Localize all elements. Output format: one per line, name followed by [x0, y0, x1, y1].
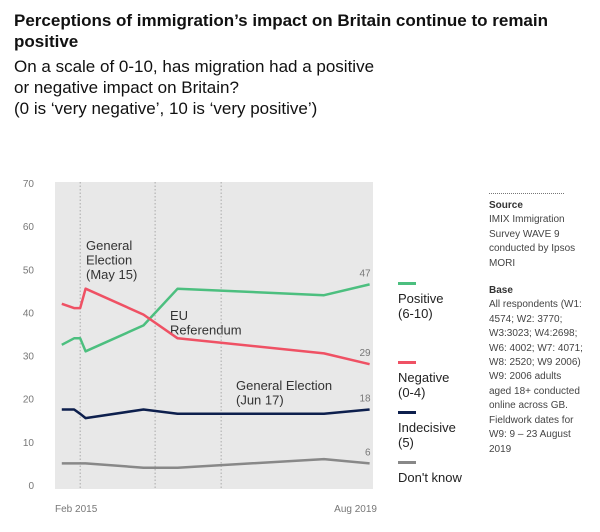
legend-sublabel: (0-4)	[398, 385, 426, 400]
series-line-positive	[61, 283, 370, 353]
source-text: IMIX Immigration Survey WAVE 9 conducted…	[489, 214, 576, 269]
legend-sublabel: (6-10)	[398, 306, 433, 321]
legend-swatch	[398, 361, 416, 364]
y-tick-label: 50	[23, 265, 35, 276]
series-line-indecisive	[61, 408, 370, 420]
end-value-label: 29	[359, 348, 371, 359]
legend-sublabel: (5)	[398, 435, 414, 450]
event-label: Referendum	[170, 323, 242, 338]
legend-indecisive: Indecisive (5)	[398, 411, 456, 450]
plot-background	[55, 182, 373, 489]
y-tick-label: 30	[23, 352, 35, 363]
base-text: All respondents (W1: 4574; W2: 3770; W3:…	[489, 299, 583, 455]
legend-label: Negative	[398, 370, 450, 385]
y-tick-label: 60	[23, 222, 35, 233]
notes-panel: Source IMIX Immigration Survey WAVE 9 co…	[489, 193, 584, 457]
y-tick-label: 40	[23, 308, 35, 319]
legend-label: Don't know	[398, 470, 462, 485]
end-value-label: 18	[359, 394, 371, 405]
event-label: General	[86, 238, 132, 253]
base-heading: Base	[489, 285, 513, 297]
legend-swatch	[398, 461, 416, 464]
event-label: (May 15)	[86, 267, 137, 282]
series-line-negative	[61, 287, 370, 366]
x-tick-label: Feb 2015	[55, 504, 98, 515]
chart-subtitle: On a scale of 0-10, has migration had a …	[14, 56, 574, 119]
divider	[489, 193, 564, 194]
event-label: Election	[86, 253, 132, 268]
legend-dont-know: Don't know	[398, 461, 462, 485]
subtitle-line: or negative impact on Britain?	[14, 78, 239, 97]
end-value-label: 6	[365, 447, 371, 458]
legend-label: Indecisive	[398, 420, 456, 435]
end-value-label: 47	[359, 268, 371, 279]
event-label: EU	[170, 308, 188, 323]
series-line-don-t-know	[61, 457, 370, 469]
y-tick-label: 10	[23, 438, 35, 449]
legend-positive: Positive (6-10)	[398, 282, 444, 321]
subtitle-line: (0 is ‘very negative’, 10 is ‘very posit…	[14, 99, 318, 118]
legend-label: Positive	[398, 291, 444, 306]
legend-swatch	[398, 282, 416, 285]
legend-swatch	[398, 411, 416, 414]
y-tick-label: 0	[28, 481, 34, 492]
chart-title: Perceptions of immigration’s impact on B…	[14, 11, 548, 51]
source-heading: Source	[489, 200, 523, 211]
y-tick-label: 20	[23, 395, 35, 406]
x-tick-label: Aug 2019	[334, 504, 377, 515]
event-label: General Election	[236, 378, 332, 393]
y-tick-label: 70	[23, 179, 35, 190]
event-label: (Jun 17)	[236, 393, 284, 408]
legend-negative: Negative (0-4)	[398, 361, 449, 400]
subtitle-line: On a scale of 0-10, has migration had a …	[14, 57, 375, 76]
